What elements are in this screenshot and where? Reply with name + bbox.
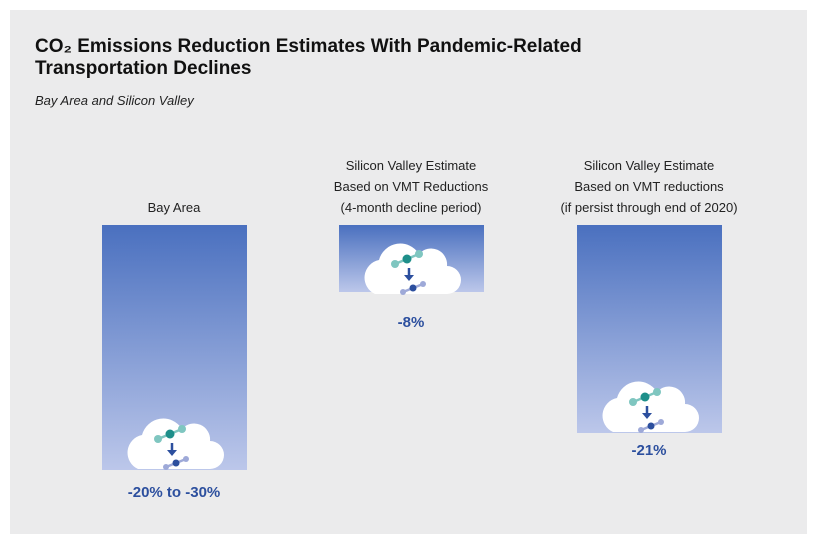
- reduction-label: -21%: [631, 442, 666, 459]
- title: Transportation Declines: [35, 58, 251, 79]
- column-heading: (if persist through end of 2020): [560, 200, 737, 215]
- column-heading: (4-month decline period): [341, 200, 482, 215]
- subtitle: Bay Area and Silicon Valley: [35, 93, 195, 108]
- title: CO₂ Emissions Reduction Estimates With P…: [35, 36, 582, 57]
- column-heading: Silicon Valley Estimate: [584, 158, 715, 173]
- reduction-label: -8%: [398, 314, 425, 331]
- column-heading: Based on VMT reductions: [574, 179, 724, 194]
- reduction-label: -20% to -30%: [128, 484, 221, 501]
- column-heading: Silicon Valley Estimate: [346, 158, 477, 173]
- column-heading: Based on VMT Reductions: [334, 179, 489, 194]
- column-heading: Bay Area: [148, 200, 202, 215]
